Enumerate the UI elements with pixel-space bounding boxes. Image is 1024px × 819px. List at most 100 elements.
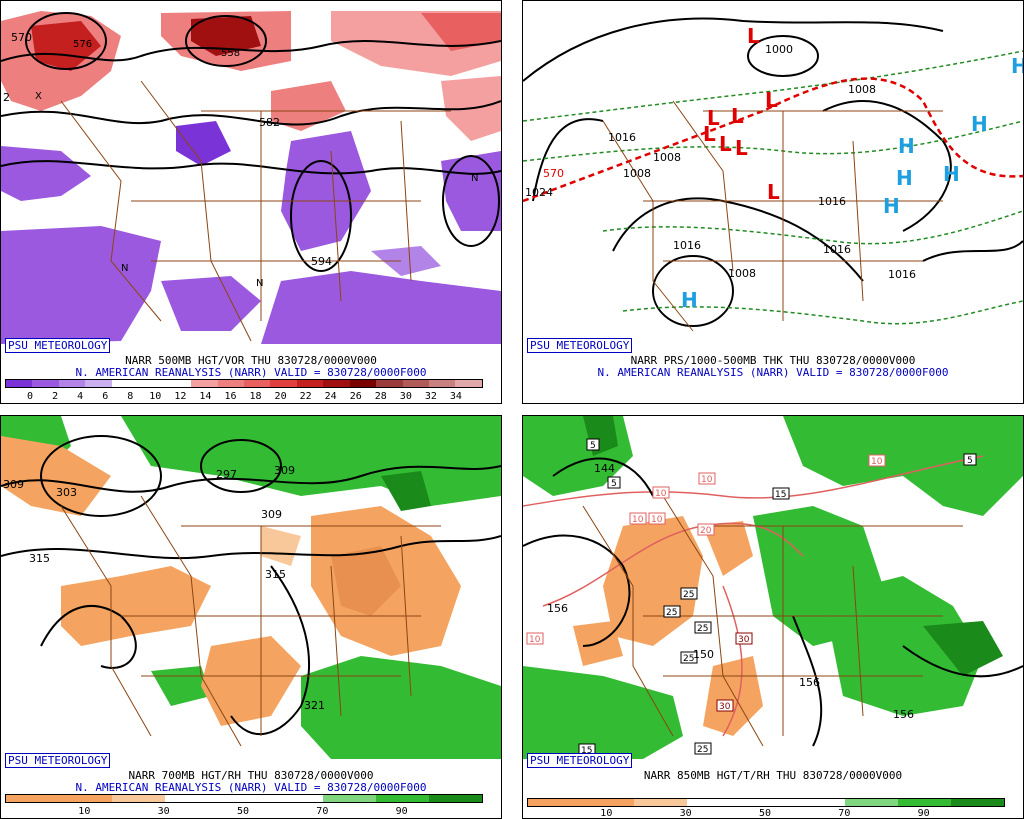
colorbar-swatch (111, 380, 139, 387)
colorbar-swatch (845, 799, 899, 806)
map-850mb: 5 5 5 15 10 10 10 10 10 20 25 25 25 25 3… (523, 416, 1023, 759)
colorbar-tick-label: 28 (374, 391, 387, 402)
svg-text:L: L (765, 88, 778, 112)
svg-text:150: 150 (693, 648, 714, 661)
colorbar-swatch (528, 799, 581, 806)
colorbar-swatch (32, 380, 59, 387)
colorbar-swatch (323, 380, 350, 387)
svg-text:H: H (943, 162, 960, 186)
svg-text:10: 10 (632, 515, 644, 525)
svg-text:570: 570 (543, 167, 564, 180)
svg-text:1016: 1016 (673, 239, 701, 252)
svg-text:156: 156 (547, 602, 568, 615)
colorbar-tick-label: 2 (52, 391, 59, 402)
colorbar-swatch (138, 380, 165, 387)
colorbar-swatch (402, 380, 429, 387)
svg-text:X: X (35, 91, 42, 102)
colorbar-tick-label: 90 (917, 808, 930, 819)
svg-text:25: 25 (683, 654, 694, 664)
caption-line2: N. AMERICAN REANALYSIS (NARR) VALID = 83… (597, 366, 949, 379)
svg-text:15: 15 (581, 746, 592, 756)
svg-text:H: H (898, 134, 915, 158)
svg-text:1008: 1008 (623, 167, 651, 180)
colorbar-tick-label: 24 (324, 391, 337, 402)
colorbar-swatch (633, 799, 687, 806)
colorbar-swatch (191, 380, 218, 387)
svg-text:5: 5 (590, 441, 596, 451)
colorbar-tick-label: 10 (78, 806, 91, 817)
colorbar-tick-label: 30 (679, 808, 692, 819)
colorbar (527, 798, 1005, 807)
svg-text:576: 576 (73, 39, 92, 50)
map-500mb: 570 576 558 582 594 2 X N N N (1, 1, 501, 344)
colorbar (5, 794, 483, 803)
svg-text:25: 25 (666, 608, 677, 618)
svg-text:558: 558 (221, 48, 240, 59)
svg-text:309: 309 (274, 464, 295, 477)
colorbar-swatch (270, 795, 324, 802)
colorbar-swatch (58, 380, 86, 387)
caption-line2: N. AMERICAN REANALYSIS (NARR) VALID = 83… (75, 781, 427, 794)
colorbar-swatch (217, 795, 271, 802)
svg-text:315: 315 (265, 568, 286, 581)
svg-text:10: 10 (701, 475, 713, 485)
map-thickness: 1000 1008 1016 1024 570 1008 1008 1016 1… (523, 1, 1023, 344)
svg-text:25: 25 (697, 624, 708, 634)
colorbar-tick-label: 4 (77, 391, 84, 402)
svg-text:H: H (883, 194, 900, 218)
svg-text:1016: 1016 (608, 131, 636, 144)
colorbar-tick-label: 50 (758, 808, 772, 819)
credit-label: PSU METEOROLOGY (5, 753, 111, 768)
svg-text:H: H (971, 112, 988, 136)
svg-text:L: L (747, 24, 760, 48)
colorbar-swatch (349, 380, 377, 387)
svg-text:297: 297 (216, 468, 237, 481)
colorbar-tick-label: 50 (236, 806, 250, 817)
svg-text:5: 5 (967, 456, 973, 466)
svg-text:H: H (1011, 54, 1023, 78)
colorbar-swatch (686, 799, 740, 806)
svg-text:1016: 1016 (823, 243, 851, 256)
colorbar-swatch (792, 799, 846, 806)
colorbar-swatch (376, 380, 403, 387)
credit-label: PSU METEOROLOGY (5, 338, 111, 353)
colorbar-tick-label: 70 (838, 808, 851, 819)
colorbar-tick-label: 12 (174, 391, 187, 402)
svg-text:10: 10 (529, 635, 541, 645)
colorbar-swatch (164, 795, 218, 802)
colorbar-swatch (270, 380, 297, 387)
svg-text:1016: 1016 (818, 195, 846, 208)
map-700mb: 309 303 297 309 309 315 315 321 (1, 416, 501, 759)
svg-text:1008: 1008 (653, 151, 681, 164)
svg-text:1024: 1024 (525, 186, 553, 199)
colorbar-tick-label: 16 (224, 391, 237, 402)
colorbar-tick-label: 20 (274, 391, 287, 402)
svg-text:N: N (471, 173, 478, 184)
svg-text:1008: 1008 (728, 267, 756, 280)
svg-text:2: 2 (3, 91, 10, 104)
colorbar-tick-label: 10 (600, 808, 613, 819)
svg-text:315: 315 (29, 552, 50, 565)
colorbar-swatch (296, 380, 324, 387)
svg-text:5: 5 (611, 479, 617, 489)
svg-text:L: L (735, 136, 748, 160)
panel-850mb: 5 5 5 15 10 10 10 10 10 20 25 25 25 25 3… (522, 415, 1024, 819)
colorbar-tick-label: 14 (199, 391, 212, 402)
colorbar-tick-label: 70 (316, 806, 329, 817)
colorbar-tick-label: 30 (157, 806, 170, 817)
svg-text:1008: 1008 (848, 83, 876, 96)
svg-text:156: 156 (893, 708, 914, 721)
svg-text:15: 15 (775, 490, 786, 500)
colorbar-swatch (951, 799, 1004, 806)
credit-label: PSU METEOROLOGY (527, 753, 633, 768)
colorbar-swatch (6, 795, 59, 802)
colorbar-swatch (898, 799, 951, 806)
colorbar-swatch (455, 380, 482, 387)
colorbar-tick-label: 34 (449, 391, 462, 402)
svg-text:321: 321 (304, 699, 325, 712)
colorbar-swatch (85, 380, 112, 387)
colorbar-tick-label: 22 (299, 391, 312, 402)
svg-text:L: L (767, 180, 780, 204)
svg-text:10: 10 (651, 515, 663, 525)
colorbar-tick-label: 0 (27, 391, 34, 402)
